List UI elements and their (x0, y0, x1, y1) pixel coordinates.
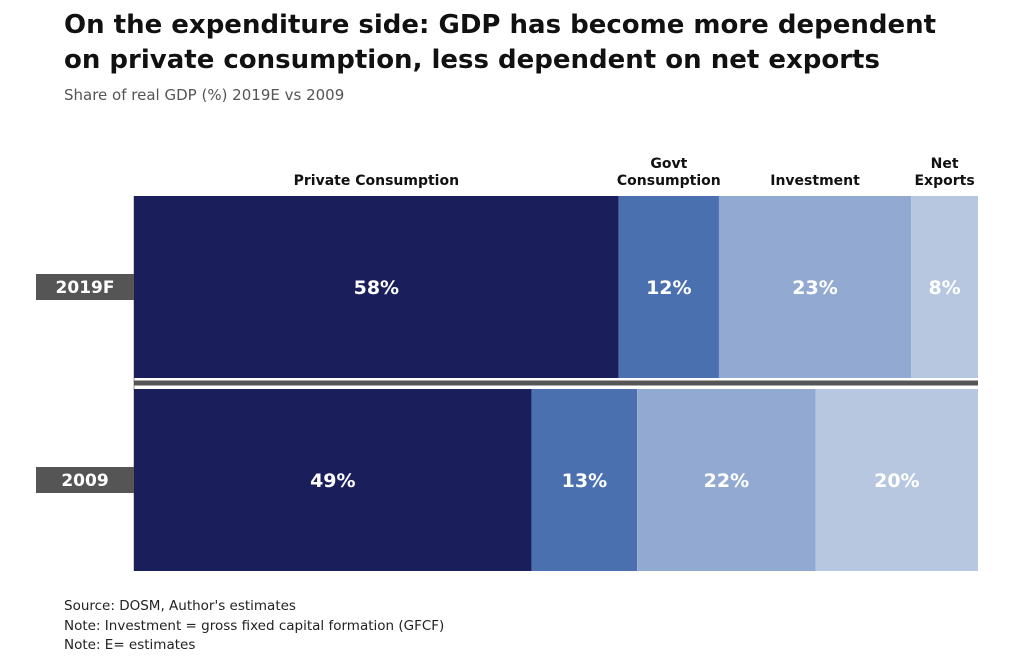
bar-private-consumption-2009 (134, 389, 532, 571)
chart-subtitle: Share of real GDP (%) 2019E vs 2009 (64, 86, 345, 104)
data-label-net-exports-2009: 20% (874, 470, 919, 492)
legend-govt-consumption: Govt Consumption (617, 156, 721, 189)
data-label-net-exports-2019f: 8% (928, 277, 960, 299)
row-label-2019f: 2019F (56, 278, 115, 298)
data-label-investment-2019f: 23% (792, 277, 837, 299)
bar-private-consumption-2019f (134, 196, 619, 378)
bar-investment-2009 (637, 389, 816, 571)
data-label-investment-2009: 22% (704, 470, 749, 492)
bar-net-exports-2019f (911, 196, 978, 378)
data-label-private-consumption-2019f: 58% (354, 277, 399, 299)
bar-govt-consumption-2019f (618, 196, 719, 378)
row-label-badge-2019f (36, 274, 134, 300)
footnote-investment: Note: Investment = gross fixed capital f… (64, 617, 445, 634)
bar-net-exports-2009 (815, 389, 978, 571)
data-label-govt-consumption-2009: 13% (562, 470, 607, 492)
data-label-private-consumption-2009: 49% (310, 470, 355, 492)
legend-investment: Investment (770, 173, 860, 189)
footnote-source: Source: DOSM, Author's estimates (64, 598, 296, 614)
bar-govt-consumption-2009 (531, 389, 638, 571)
bar-investment-2019f (718, 196, 912, 378)
footnotes: Source: DOSM, Author's estimates Note: I… (64, 597, 444, 656)
data-label-govt-consumption-2019f: 12% (646, 277, 691, 299)
row-label-2009: 2009 (61, 471, 108, 491)
legend-private-consumption: Private Consumption (294, 173, 459, 189)
footnote-estimates: Note: E= estimates (64, 637, 196, 653)
legend-net-exports: Net Exports (914, 156, 974, 189)
chart-title: On the expenditure side: GDP has become … (64, 10, 937, 75)
row-label-badge-2009 (36, 467, 134, 493)
